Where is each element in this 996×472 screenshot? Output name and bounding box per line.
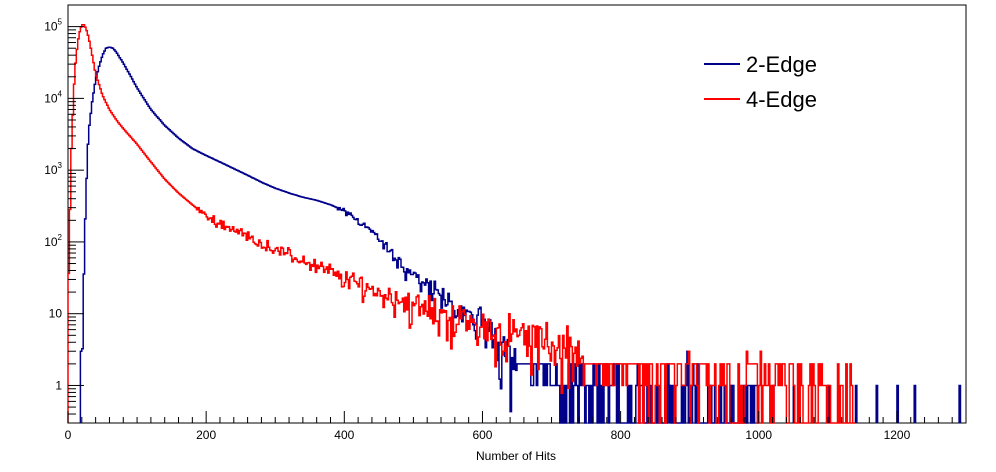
sparse-hit-bin (854, 384, 858, 423)
x-tick-label: 200 (196, 428, 216, 442)
series-line-4-edge (67, 24, 856, 424)
sparse-hit-bin (682, 384, 685, 423)
y-tick-label: 104 (44, 89, 62, 105)
x-axis-title: Number of Hits (476, 449, 556, 463)
legend: 2-Edge 4-Edge (704, 52, 817, 112)
x-tick-label: 0 (65, 428, 72, 442)
y-tick-label: 10 (49, 307, 63, 321)
x-tick-label: 1200 (884, 428, 911, 442)
x-tick-label: 600 (472, 428, 492, 442)
y-tick-label: 102 (44, 233, 62, 249)
series-layer (67, 24, 962, 424)
legend-label-4-edge: 4-Edge (746, 87, 817, 112)
plot-frame (67, 4, 967, 424)
x-tick-label: 1000 (745, 428, 772, 442)
legend-label-2-edge: 2-Edge (746, 52, 817, 77)
sparse-hit-bin (668, 384, 672, 423)
sparse-hit-bin (896, 384, 900, 423)
sparse-hit-bin (875, 384, 879, 423)
y-tick-label: 103 (44, 161, 62, 177)
y-tick-label: 1 (55, 378, 62, 392)
series-line-2-edge (79, 46, 759, 424)
y-tick-label: 105 (44, 18, 62, 34)
y-axis-ticks: 1 10 102 103 104 105 (44, 4, 84, 424)
x-tick-label: 800 (611, 428, 631, 442)
sparse-hit-bin (958, 384, 962, 423)
sparse-hit-bin (913, 384, 917, 423)
x-axis-ticks: 0 200 400 600 800 1000 1200 (65, 411, 967, 442)
sparse-hit-bin (730, 384, 734, 423)
x-tick-label: 400 (334, 428, 354, 442)
